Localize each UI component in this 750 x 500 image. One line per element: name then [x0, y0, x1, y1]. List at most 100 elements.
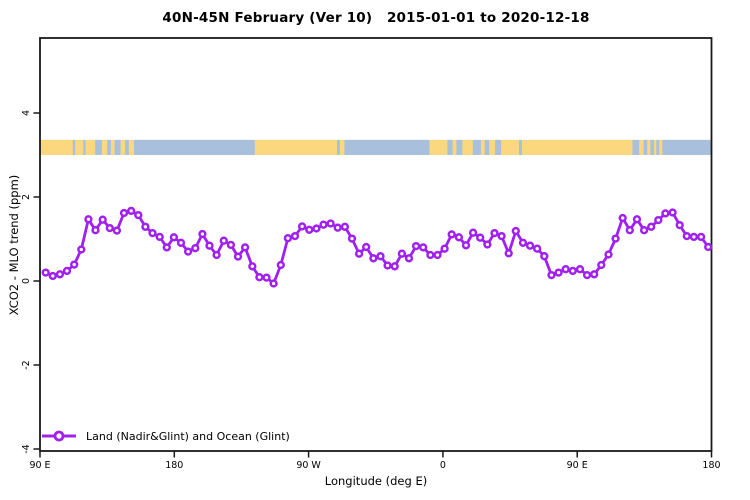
series-marker — [518, 238, 528, 247]
series-marker — [490, 228, 499, 238]
series-marker — [668, 208, 677, 217]
series-marker — [390, 262, 399, 271]
series-marker — [255, 273, 264, 282]
series-marker — [148, 228, 157, 238]
series-marker — [176, 238, 186, 247]
series-marker — [625, 226, 634, 235]
map-strip-ocean-segment — [632, 139, 640, 155]
series-marker — [297, 222, 307, 231]
series-marker — [682, 231, 691, 241]
series-marker — [305, 225, 314, 234]
series-marker — [362, 242, 371, 252]
series-marker — [162, 243, 171, 252]
x-axis-title: Longitude (deg E) — [324, 474, 428, 488]
map-strip-ocean-segment — [107, 139, 111, 155]
series-marker — [319, 220, 328, 229]
series-marker — [632, 215, 642, 224]
x-tick-label: 0 — [440, 460, 446, 471]
series-marker — [205, 241, 214, 250]
series-marker — [454, 233, 464, 242]
series-marker — [504, 249, 513, 258]
series-marker — [290, 231, 300, 241]
series-marker — [134, 210, 143, 220]
series-marker — [411, 241, 421, 251]
series-marker — [404, 254, 414, 263]
y-tick-label: 2 — [21, 194, 32, 200]
y-tick-label: -4 — [21, 444, 32, 453]
plot-box — [39, 37, 713, 452]
map-strip-ocean-segment — [650, 139, 655, 155]
series-marker — [369, 254, 378, 263]
series-marker — [77, 245, 86, 254]
map-strip-ocean-segment — [643, 139, 648, 155]
series-marker — [483, 240, 492, 249]
series-marker — [62, 266, 72, 276]
series-marker — [639, 226, 649, 235]
series-marker — [155, 232, 164, 242]
series-marker — [525, 241, 535, 250]
series-marker — [654, 215, 663, 225]
series-marker — [575, 265, 585, 274]
x-tick-label: 90 E — [567, 460, 588, 471]
series-marker — [105, 223, 114, 233]
series-marker — [554, 268, 563, 277]
series-line — [44, 209, 710, 285]
series-marker — [568, 266, 577, 276]
map-strip-ocean-segment — [456, 139, 463, 155]
series-marker — [468, 228, 478, 237]
series-marker — [276, 260, 285, 270]
series-marker — [41, 268, 50, 277]
series-marker — [340, 222, 350, 231]
series-marker — [240, 243, 250, 252]
series-marker — [169, 233, 179, 242]
series-marker — [283, 234, 293, 243]
series-marker — [119, 208, 129, 218]
series-marker — [704, 242, 713, 252]
series-marker — [48, 271, 57, 281]
series-marker — [112, 226, 122, 235]
series-marker — [675, 220, 684, 230]
series-marker — [397, 249, 407, 258]
series-marker — [611, 234, 620, 243]
series-marker — [618, 213, 627, 223]
map-strip-ocean-segment — [495, 139, 502, 155]
series-marker — [84, 215, 93, 224]
series-marker — [70, 260, 79, 269]
series-marker — [333, 223, 342, 232]
legend-key — [42, 430, 76, 442]
map-strip-ocean-segment — [336, 139, 340, 155]
series-marker — [312, 224, 321, 233]
series-marker — [354, 249, 364, 258]
series-marker — [461, 241, 471, 250]
series-marker — [440, 244, 449, 253]
series-marker — [183, 247, 193, 256]
map-strip-ocean-segment — [472, 139, 481, 155]
series-marker — [547, 270, 556, 280]
map-strip-ocean-segment — [72, 139, 76, 155]
map-strip-ocean-segment — [447, 139, 453, 155]
x-tick-label: 90 W — [296, 460, 321, 471]
series-marker — [127, 206, 136, 216]
map-strip-ocean-segment — [344, 139, 430, 155]
map-strip-ocean-segment — [662, 139, 712, 155]
series-marker — [376, 252, 385, 261]
legend: Land (Nadir&Glint) and Ocean (Glint) — [42, 428, 290, 444]
series-marker — [91, 226, 100, 235]
map-strip-ocean-segment — [519, 139, 522, 155]
series-marker — [647, 222, 656, 231]
series-marker — [590, 270, 599, 279]
series-marker — [269, 279, 278, 288]
series-marker — [233, 252, 243, 261]
series-marker — [55, 270, 65, 279]
y-axis-title: XCO2 - MLO trend (ppm) — [7, 174, 21, 316]
x-tick-label: 180 — [165, 460, 183, 471]
chart-title: 40N-45N February (Ver 10) 2015-01-01 to … — [162, 10, 590, 26]
legend-label: Land (Nadir&Glint) and Ocean (Glint) — [86, 429, 290, 443]
series-marker — [262, 273, 271, 282]
x-tick-label: 90 E — [29, 460, 50, 471]
series-marker — [191, 244, 200, 253]
series-marker — [689, 232, 699, 242]
legend-open-circle-icon — [53, 430, 65, 442]
